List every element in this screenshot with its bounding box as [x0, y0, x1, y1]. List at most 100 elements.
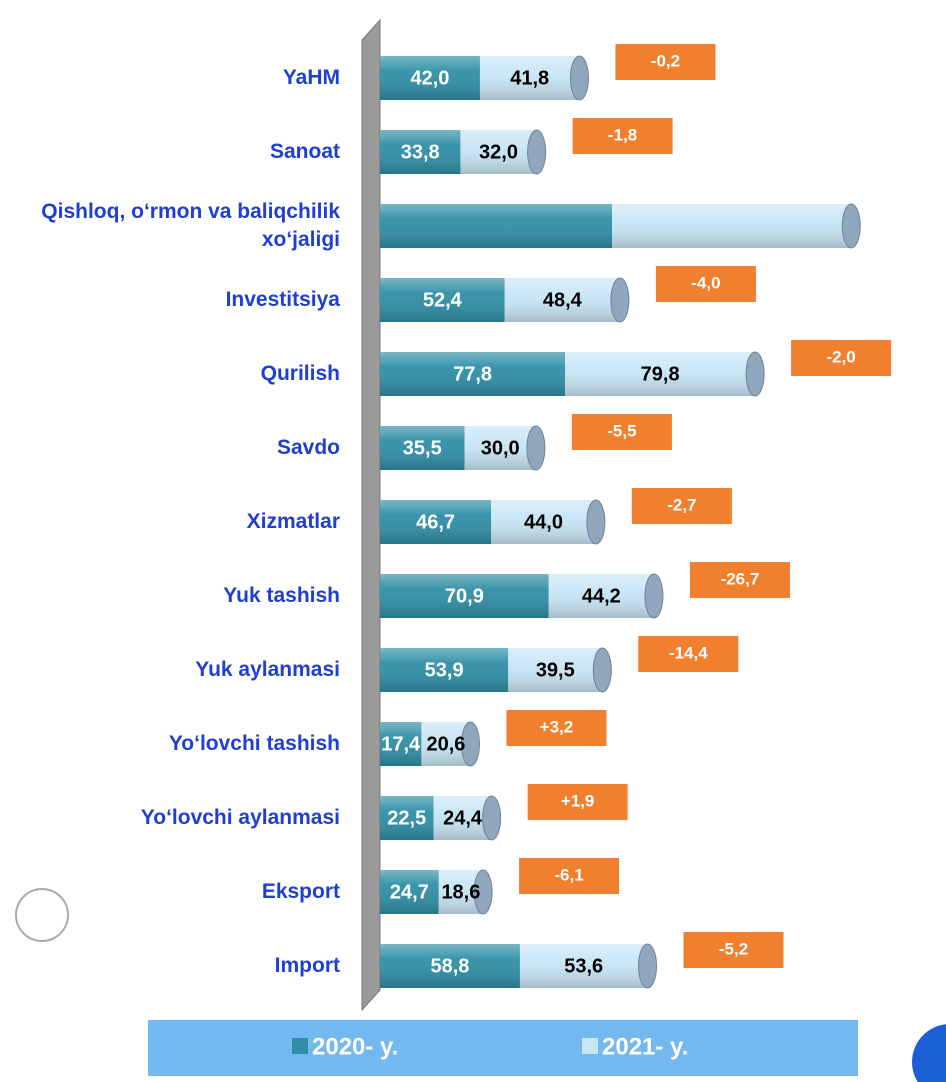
- difference-label: -5,2: [719, 939, 748, 958]
- bar-shine: [479, 56, 580, 100]
- bar-shine: [380, 278, 505, 322]
- bar-shine: [380, 204, 613, 248]
- value-label: 44,0: [524, 511, 563, 533]
- bar-cap: [592, 647, 612, 693]
- bar-cap: [473, 869, 493, 915]
- difference-label: -5,5: [607, 421, 636, 440]
- bar-cap: [569, 55, 589, 101]
- legend-label: 2020- y.: [312, 1033, 398, 1060]
- legend-swatch: [292, 1038, 308, 1054]
- category-label: Qishloq, o‘rmon va baliqchilik xo‘jaligi: [41, 200, 340, 251]
- difference-label: -2,0: [826, 347, 855, 366]
- category-label: Import: [274, 954, 340, 977]
- bar-shine: [380, 352, 566, 396]
- bar-cap: [610, 277, 630, 323]
- value-label: 30,0: [481, 437, 520, 459]
- difference-label: -2,7: [667, 495, 696, 514]
- difference-label: -4,0: [691, 273, 720, 292]
- value-label: 42,0: [411, 67, 450, 89]
- category-label: YaHM: [282, 66, 340, 89]
- bar-shine: [380, 56, 480, 100]
- difference-label: -14,4: [669, 643, 708, 662]
- difference-label: +3,2: [540, 717, 574, 736]
- value-label: 46,7: [416, 511, 455, 533]
- bar-shine: [380, 722, 422, 766]
- corner-circle: [912, 1024, 946, 1082]
- value-label: 79,8: [641, 363, 680, 385]
- bar-cap: [460, 721, 480, 767]
- bar-shine: [519, 944, 648, 988]
- difference-box: [615, 44, 716, 80]
- bar-shine: [380, 574, 549, 618]
- value-label: 24,4: [443, 807, 483, 829]
- bar-shine: [464, 426, 536, 470]
- bar-shine: [380, 426, 465, 470]
- category-label: Yuk tashish: [223, 584, 340, 607]
- value-label: 22,5: [387, 807, 426, 829]
- bar-shine: [548, 574, 654, 618]
- value-label: 44,2: [582, 585, 621, 607]
- difference-box: [689, 562, 790, 598]
- category-label: Eksport: [261, 880, 340, 903]
- category-label: Yo‘lovchi tashish: [168, 732, 340, 755]
- category-label: Yo‘lovchi aylanmasi: [140, 806, 340, 829]
- category-label: Sanoat: [269, 140, 340, 163]
- bar-shine: [491, 500, 596, 544]
- value-label: 24,7: [390, 881, 429, 903]
- difference-label: +1,9: [561, 791, 595, 810]
- bar-shine: [380, 870, 439, 914]
- bar-shine: [380, 500, 492, 544]
- difference-label: -26,7: [721, 569, 760, 588]
- bar-cap: [644, 573, 664, 619]
- difference-box: [638, 636, 739, 672]
- bar-cap: [586, 499, 606, 545]
- difference-box: [527, 784, 628, 820]
- value-label: 35,5: [403, 437, 442, 459]
- difference-box: [791, 340, 892, 376]
- difference-box: [572, 118, 673, 154]
- category-label: Savdo: [276, 436, 340, 459]
- globe-icon: [15, 888, 69, 942]
- bar-cap: [745, 351, 765, 397]
- value-label: 58,8: [431, 955, 470, 977]
- legend-label: 2021- y.: [602, 1033, 688, 1060]
- value-label: 53,9: [425, 659, 464, 681]
- value-label: 41,8: [510, 67, 549, 89]
- legend-swatch: [582, 1038, 598, 1054]
- bar-cap: [638, 943, 658, 989]
- value-label: 77,8: [453, 363, 492, 385]
- bar-shine: [380, 130, 461, 174]
- category-label: Qurilish: [260, 362, 340, 385]
- difference-box: [571, 414, 672, 450]
- bar-shine: [380, 796, 434, 840]
- axis-wall: [361, 18, 381, 1012]
- value-label: 20,6: [426, 733, 465, 755]
- bar-cap: [526, 425, 546, 471]
- legend-box: [148, 1020, 858, 1076]
- difference-label: -6,1: [554, 865, 583, 884]
- bar-shine: [612, 204, 852, 248]
- category-label: Investitsiya: [225, 288, 340, 311]
- value-label: 48,4: [543, 289, 583, 311]
- bar-shine: [565, 352, 756, 396]
- value-label: 32,0: [479, 141, 518, 163]
- bar-cap: [527, 129, 547, 175]
- difference-label: -0,2: [651, 51, 680, 70]
- difference-box: [683, 932, 784, 968]
- value-label: 39,5: [536, 659, 575, 681]
- bar-shine: [380, 944, 520, 988]
- bar-cap: [482, 795, 502, 841]
- difference-box: [506, 710, 607, 746]
- difference-box: [631, 488, 732, 524]
- difference-label: -1,8: [608, 125, 637, 144]
- bar-shine: [380, 648, 509, 692]
- value-label: 33,8: [401, 141, 440, 163]
- value-label: 53,6: [564, 955, 603, 977]
- difference-box: [519, 858, 620, 894]
- value-label: 70,9: [445, 585, 484, 607]
- category-label: Xizmatlar: [246, 510, 340, 533]
- bar-shine: [504, 278, 620, 322]
- value-label: 52,4: [423, 289, 463, 311]
